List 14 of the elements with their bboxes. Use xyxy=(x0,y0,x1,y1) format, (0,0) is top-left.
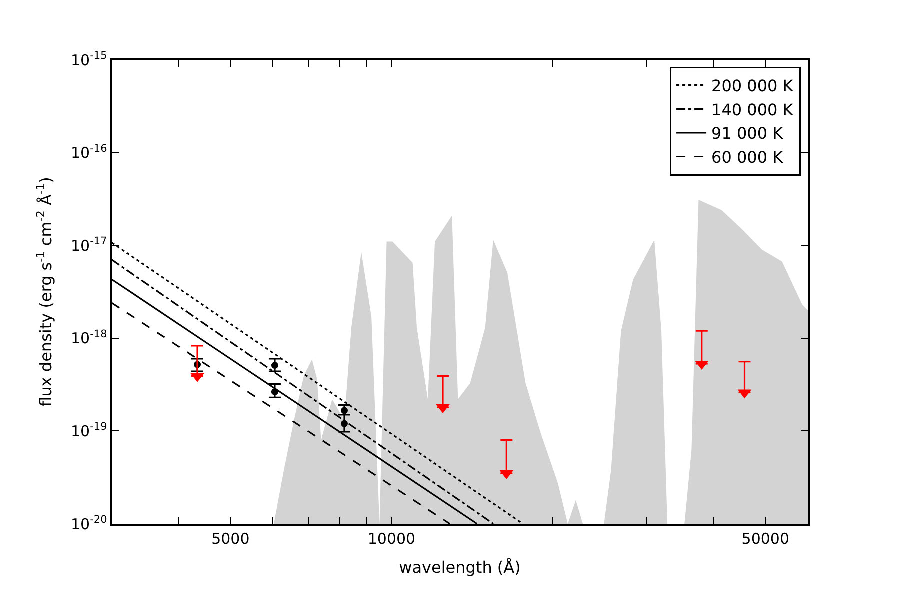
y-tick-label: 10$^{-19}$ xyxy=(71,421,108,440)
y-tick-label: 10$^{-17}$ xyxy=(71,236,108,255)
y-tick-label: 10$^{-20}$ xyxy=(71,514,108,534)
y-tick-label: 10$^{-16}$ xyxy=(71,142,108,162)
y-tick-label: 10$^{-15}$ xyxy=(71,50,108,70)
x-tick-label: 10000 xyxy=(368,530,416,548)
legend-label: 200 000 K xyxy=(712,76,794,96)
legend-label: 60 000 K xyxy=(712,148,784,167)
x-tick-label: 50000 xyxy=(742,530,790,548)
legend-label: 140 000 K xyxy=(712,100,794,120)
x-tick-label: 5000 xyxy=(212,530,250,548)
y-tick-label: 10$^{-18}$ xyxy=(71,328,108,348)
x-axis-title: wavelength (Å) xyxy=(399,558,521,577)
legend-label: 91 000 K xyxy=(712,124,784,144)
